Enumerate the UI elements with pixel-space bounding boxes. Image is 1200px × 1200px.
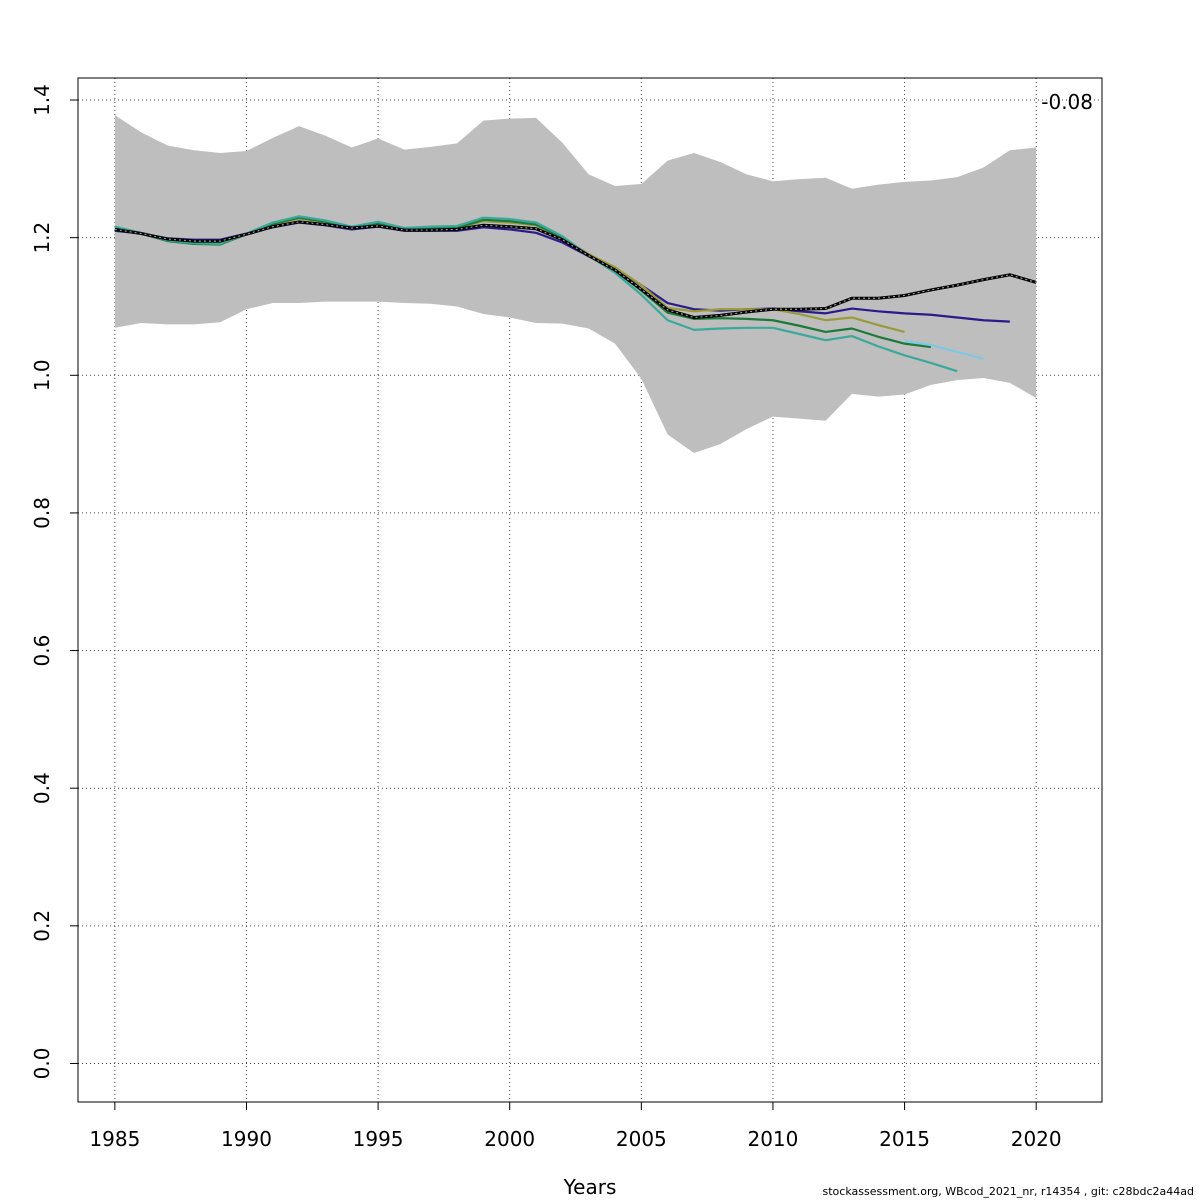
series-line-reference-dash [114,221,1037,319]
grid-lines [78,78,1102,1102]
x-tick-label: 1995 [353,1127,404,1151]
x-tick-label: 1990 [221,1127,272,1151]
footer-source: stockassessment.org, WBcod_2021_nr, r143… [822,1185,1194,1198]
y-tick-label: 1.4 [30,84,54,116]
y-tick-label: 1.0 [30,359,54,391]
y-tick-label: 0.8 [30,497,54,529]
series-line-4 [904,339,984,360]
x-tick-label: 2010 [747,1127,798,1151]
x-tick-label: 2005 [616,1127,667,1151]
x-tick-label: 2000 [484,1127,535,1151]
plot-frame [77,77,1103,1103]
rho-annotation: -0.08 [1041,90,1093,114]
confidence-band [114,115,1037,454]
x-tick-label: 2015 [879,1127,930,1151]
y-tick-label: 0.4 [30,772,54,804]
x-axis: 1985 1990 1995 2000 2005 2010 2015 2020 [89,1102,1062,1151]
y-tick-label: 0.6 [30,635,54,667]
y-tick-label: 1.2 [30,222,54,254]
x-tick-label: 1985 [89,1127,140,1151]
y-tick-label: 0.2 [30,910,54,942]
y-axis: 0.0 0.2 0.4 0.6 0.8 1.0 1.2 1.4 [30,84,78,1079]
y-tick-label: 0.0 [30,1048,54,1080]
confidence-band-layer [114,115,1037,454]
series-line-5 [114,215,958,373]
x-axis-label: Years [563,1175,617,1199]
series-lines-layer [114,215,1037,373]
x-tick-label: 2020 [1011,1127,1062,1151]
